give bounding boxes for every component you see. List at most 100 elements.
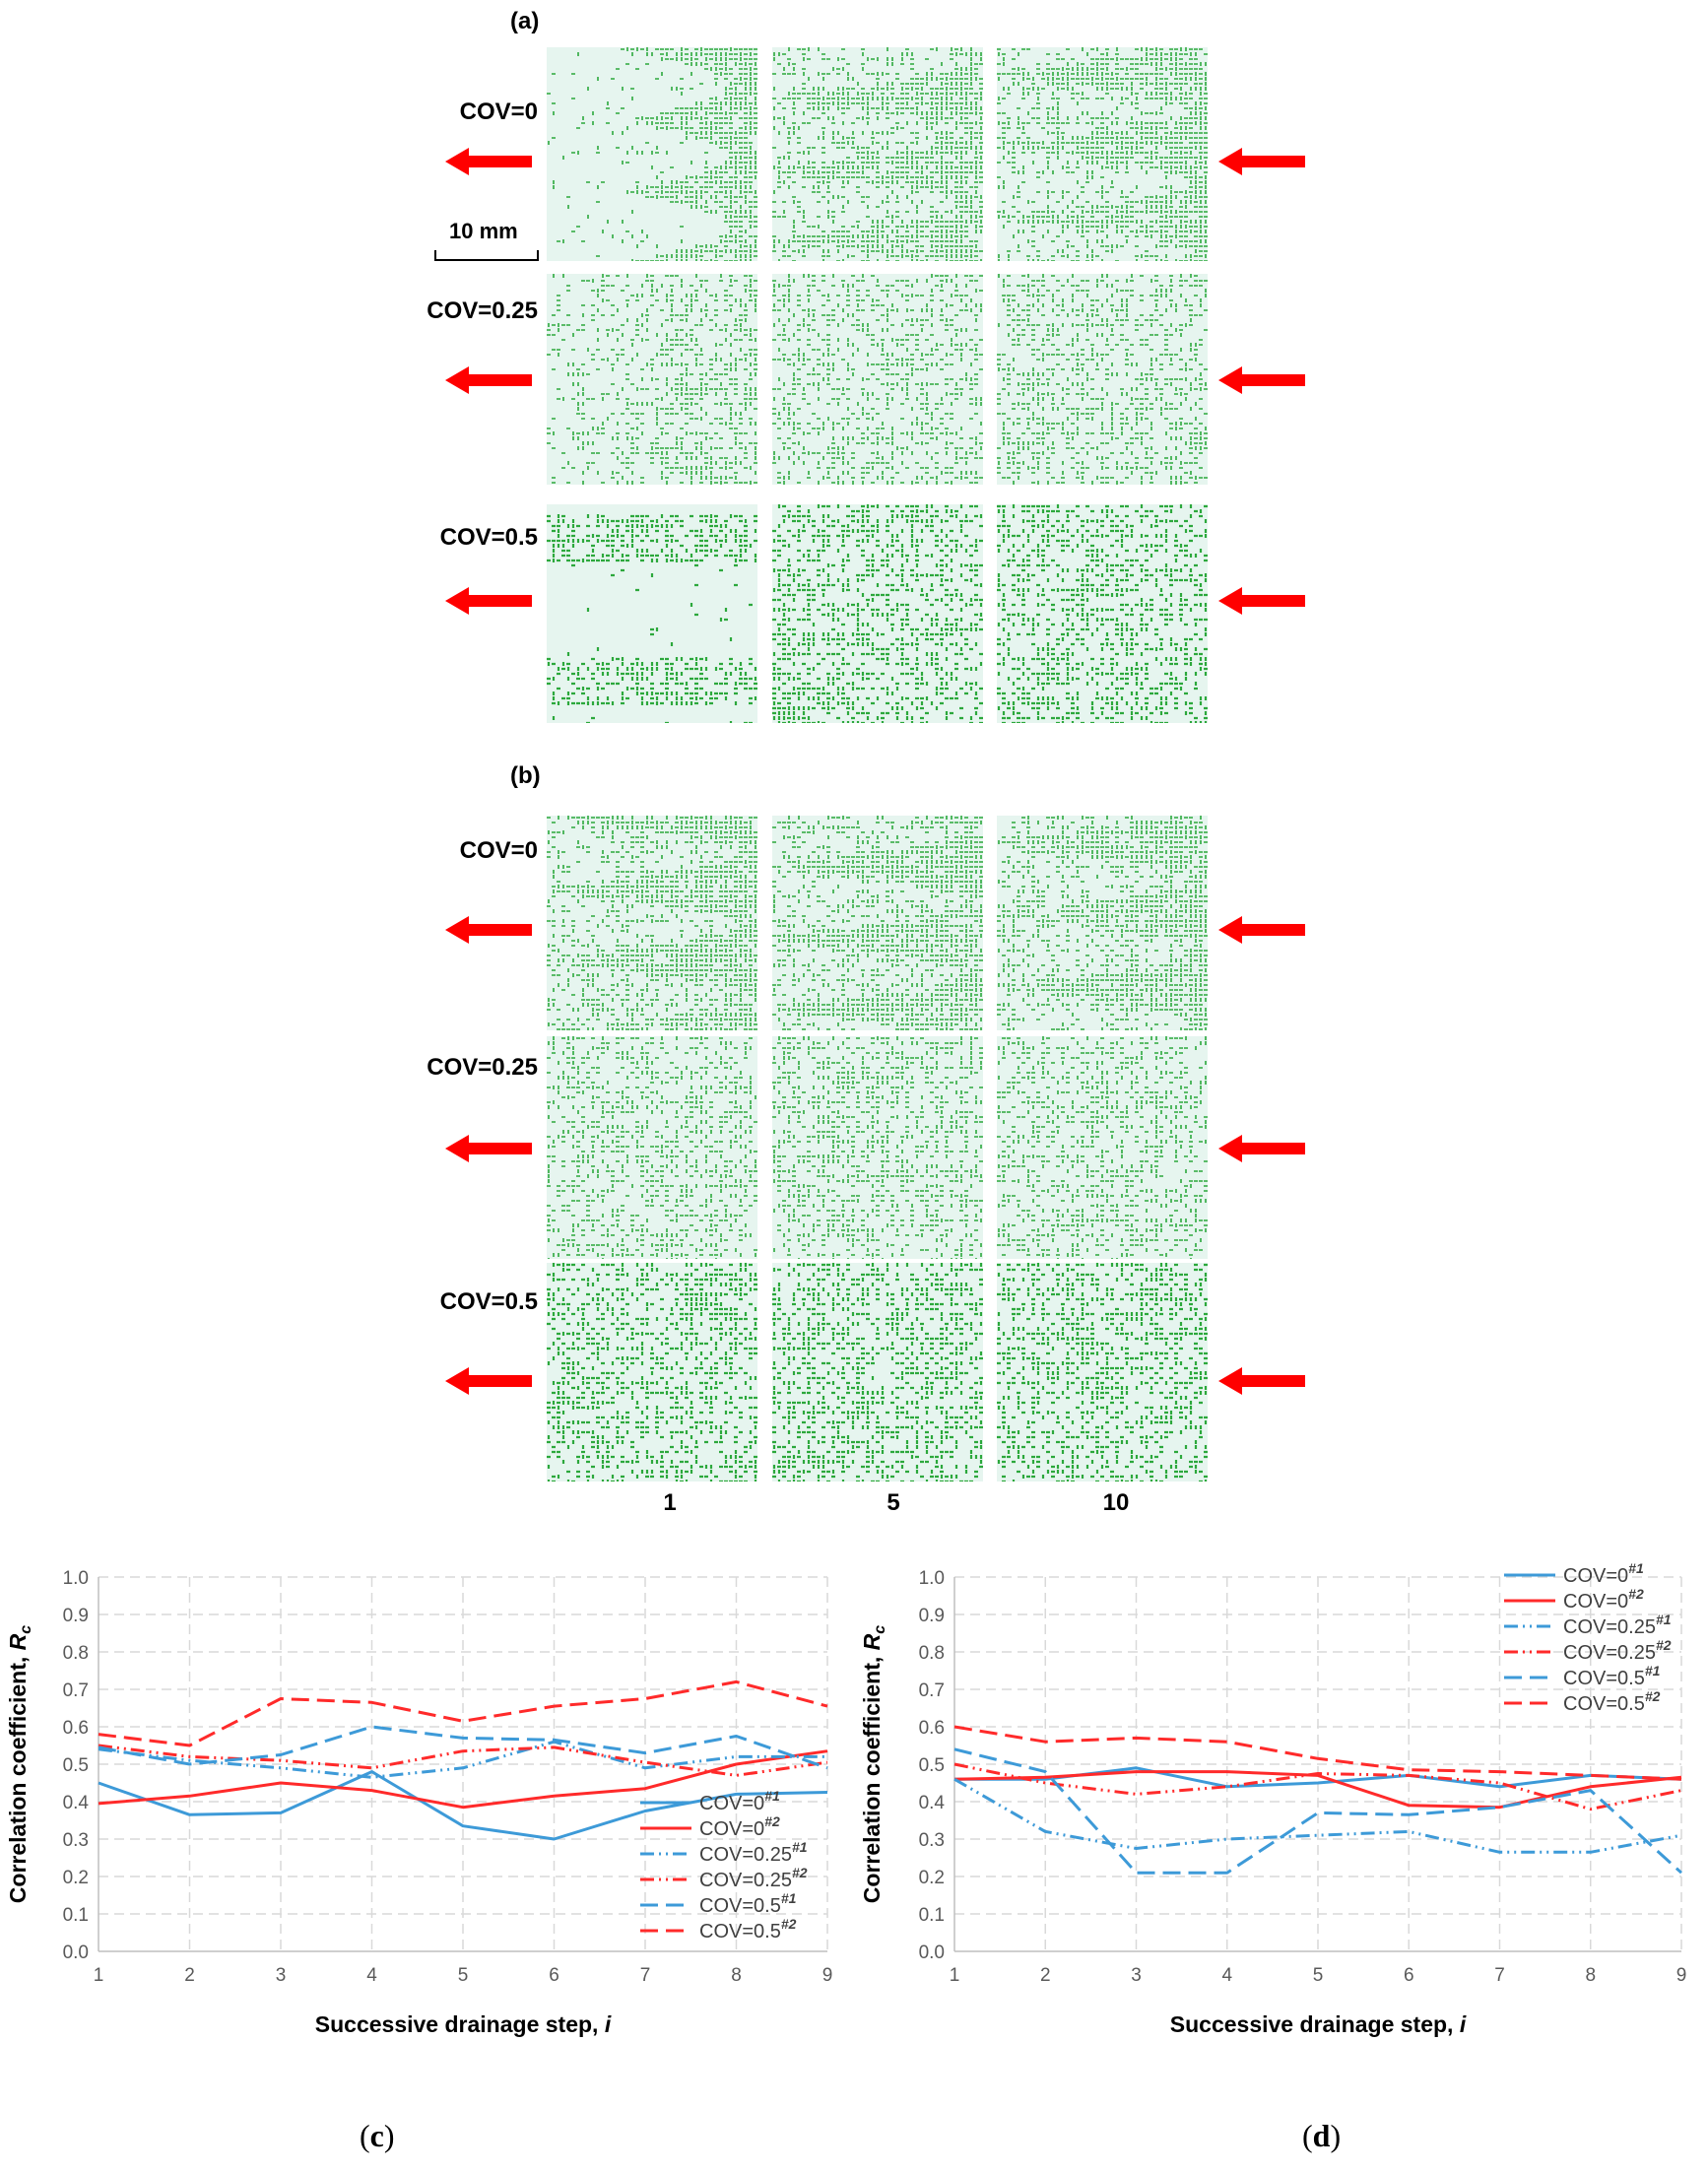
- y-tick-label: 0.3: [63, 1830, 89, 1851]
- x-tick-label: 4: [366, 1965, 377, 1986]
- fluid-pattern: [997, 47, 1208, 261]
- fluid-pattern: [772, 504, 983, 723]
- micromodel-tile-a-0-2: [997, 47, 1208, 261]
- row-label-a-cov0: COV=0: [459, 99, 538, 125]
- micromodel-tile-b-1-2: [997, 1036, 1208, 1259]
- flow-arrow-icon: [1218, 148, 1305, 175]
- legend-label: COV=0.25#2: [699, 1865, 808, 1891]
- x-tick-label: 8: [1585, 1965, 1596, 1986]
- y-tick-label: 0.3: [919, 1830, 945, 1851]
- x-axis-label-variable: i: [1460, 2011, 1467, 2037]
- legend-label-superscript: #1: [1628, 1560, 1644, 1576]
- flow-arrow-icon: [445, 587, 532, 615]
- panel-a-label: (a): [510, 8, 540, 34]
- flow-arrow-icon: [445, 366, 532, 394]
- series-line-4: [953, 1762, 1682, 1811]
- fluid-pattern: [547, 1263, 757, 1482]
- micromodel-tile-a-0-1: [772, 47, 983, 261]
- y-tick-label: 0.2: [919, 1868, 945, 1888]
- y-axis-label-subscript: c: [872, 1625, 888, 1634]
- y-tick-label: 0.5: [919, 1755, 945, 1776]
- x-tick-label: 9: [1676, 1965, 1687, 1986]
- legend-label: COV=0#1: [699, 1788, 780, 1814]
- caption-d-letter: d: [1312, 2118, 1331, 2153]
- y-axis-label: Correlation coefficient, Rc: [859, 1625, 888, 1904]
- panel-b-label: (b): [510, 762, 541, 789]
- scale-bar: [434, 250, 539, 261]
- y-tick-label: 0.8: [919, 1643, 945, 1664]
- y-tick-label: 0.7: [63, 1680, 89, 1701]
- y-axis-label: Correlation coefficient, Rc: [5, 1625, 34, 1904]
- row-label-b-cov025: COV=0.25: [427, 1054, 538, 1081]
- x-tick-label: 1: [950, 1965, 960, 1986]
- y-tick-label: 0.0: [63, 1943, 89, 1963]
- x-tick-label: 4: [1221, 1965, 1232, 1986]
- y-tick-label: 0.9: [63, 1606, 89, 1626]
- x-axis-label: Successive drainage step, i: [315, 2011, 612, 2037]
- step-label-5: 5: [887, 1489, 900, 1516]
- micromodel-tile-b-1-1: [772, 1036, 983, 1259]
- legend-label-superscript: #2: [781, 1916, 797, 1932]
- x-tick-label: 3: [1131, 1965, 1142, 1986]
- fluid-pattern: [997, 816, 1208, 1030]
- y-tick-label: 1.0: [63, 1568, 89, 1589]
- flow-arrow-icon: [1218, 1135, 1305, 1162]
- micromodel-tile-a-1-2: [997, 274, 1208, 485]
- fluid-pattern: [772, 274, 983, 485]
- legend-label-superscript: #2: [1656, 1637, 1672, 1653]
- micromodel-tile-b-0-2: [997, 816, 1208, 1030]
- legend-label: COV=0.5#1: [1563, 1663, 1661, 1689]
- y-tick-label: 0.4: [63, 1793, 90, 1813]
- legend-label: COV=0.25#1: [699, 1839, 808, 1866]
- micromodel-tile-a-1-0: [547, 274, 757, 485]
- y-tick-label: 0.1: [919, 1905, 945, 1926]
- fluid-pattern: [547, 274, 757, 485]
- legend-label: COV=0#1: [1563, 1560, 1644, 1587]
- legend-label-superscript: #2: [1628, 1586, 1644, 1602]
- fluid-pattern: [997, 504, 1208, 723]
- legend-label: COV=0.25#1: [1563, 1612, 1672, 1638]
- chart-d: 0.0 0.1 0.2 0.3 0.4 0.5 0.6 0.7 0.8 0.9 1.0 1 2 3 4 5 6 7…: [859, 1560, 1687, 2037]
- series-line-6: [98, 1679, 828, 1747]
- y-tick-label: 0.9: [919, 1606, 945, 1626]
- flow-arrow-icon: [445, 1135, 532, 1162]
- flow-arrow-icon: [445, 1367, 532, 1395]
- legend-label-superscript: #2: [764, 1813, 780, 1829]
- legend-label: COV=0.25#2: [1563, 1637, 1672, 1664]
- micromodel-tile-b-1-0: [547, 1036, 757, 1259]
- scale-bar-label: 10 mm: [449, 219, 518, 243]
- fluid-pattern: [547, 816, 757, 1030]
- flow-arrow-icon: [1218, 916, 1305, 944]
- y-axis-label-subscript: c: [18, 1625, 34, 1634]
- y-tick-label: 0.2: [63, 1868, 89, 1888]
- series-line-1: [98, 1770, 828, 1841]
- y-tick-label: 0.1: [63, 1905, 89, 1926]
- fluid-pattern: [547, 514, 757, 723]
- x-tick-label: 2: [184, 1965, 195, 1986]
- micromodel-tile-a-2-0: [547, 504, 757, 723]
- fluid-pattern: [997, 1036, 1208, 1259]
- micromodel-tile-b-0-0: [547, 816, 757, 1030]
- series-line-5: [98, 1725, 828, 1770]
- x-tick-label: 3: [276, 1965, 287, 1986]
- y-tick-label: 0.4: [919, 1793, 946, 1813]
- fluid-pattern: [997, 1263, 1208, 1482]
- row-label-b-cov0: COV=0: [459, 837, 538, 864]
- micromodel-tile-a-0-0: [547, 47, 757, 261]
- legend-label-superscript: #1: [781, 1890, 797, 1906]
- series-line-4: [98, 1744, 828, 1777]
- legend-label: COV=0#2: [1563, 1586, 1644, 1613]
- micromodel-tile-a-1-1: [772, 274, 983, 485]
- fluid-pattern: [997, 274, 1208, 485]
- x-axis-label: Successive drainage step, i: [1170, 2011, 1467, 2037]
- x-tick-label: 5: [1313, 1965, 1324, 1986]
- series-line-3: [953, 1777, 1682, 1854]
- x-tick-label: 6: [1404, 1965, 1414, 1986]
- x-tick-label: 1: [94, 1965, 104, 1986]
- micromodel-tile-a-2-1: [772, 504, 983, 723]
- y-tick-label: 0.0: [919, 1943, 945, 1963]
- legend-label-superscript: #1: [1645, 1663, 1661, 1679]
- x-tick-label: 6: [549, 1965, 559, 1986]
- legend-label-superscript: #1: [1656, 1612, 1672, 1627]
- flow-arrow-icon: [445, 916, 532, 944]
